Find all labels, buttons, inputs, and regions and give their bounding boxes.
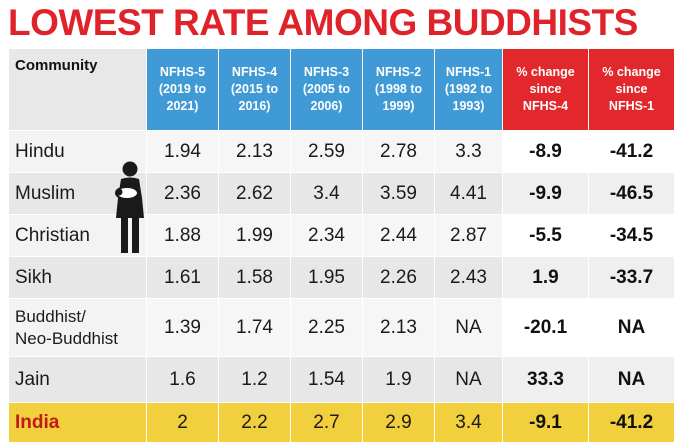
value-nfhs2: 1.9 — [362, 356, 435, 403]
table-row: Jain 1.6 1.2 1.54 1.9 NA 33.3 NA — [8, 356, 675, 403]
community-name: Sikh — [8, 256, 147, 299]
change-since-nfhs1: -41.2 — [588, 130, 675, 173]
value-nfhs2: 3.59 — [362, 172, 435, 215]
value-nfhs2: 2.44 — [362, 214, 435, 257]
value-nfhs1: 3.3 — [434, 130, 503, 173]
value-nfhs2: 2.9 — [362, 402, 435, 443]
community-name: Jain — [8, 356, 147, 403]
change-since-nfhs4: 33.3 — [502, 356, 589, 403]
change-since-nfhs4: -20.1 — [502, 298, 589, 357]
change-since-nfhs4: -5.5 — [502, 214, 589, 257]
table-row: Hindu 1.94 2.13 2.59 2.78 3.3 -8.9 -41.2 — [8, 130, 675, 173]
header-nfhs1: NFHS-1 (1992 to 1993) — [434, 48, 503, 131]
value-nfhs5: 1.94 — [146, 130, 219, 173]
value-nfhs2: 2.26 — [362, 256, 435, 299]
value-nfhs4: 1.58 — [218, 256, 291, 299]
header-row: Community NFHS-5 (2019 to 2021) NFHS-4 (… — [8, 48, 675, 131]
value-nfhs3: 2.59 — [290, 130, 363, 173]
value-nfhs4: 2.2 — [218, 402, 291, 443]
change-since-nfhs1: NA — [588, 298, 675, 357]
value-nfhs3: 3.4 — [290, 172, 363, 215]
community-name: Hindu — [8, 130, 147, 173]
community-name: Buddhist/ Neo-Buddhist — [8, 298, 147, 357]
table-row-india: India 2 2.2 2.7 2.9 3.4 -9.1 -41.2 — [8, 402, 675, 443]
value-nfhs1: 3.4 — [434, 402, 503, 443]
mother-holding-baby-icon — [115, 161, 144, 253]
value-nfhs3: 2.34 — [290, 214, 363, 257]
value-nfhs4: 1.74 — [218, 298, 291, 357]
value-nfhs4: 2.13 — [218, 130, 291, 173]
value-nfhs3: 2.25 — [290, 298, 363, 357]
change-since-nfhs1: -46.5 — [588, 172, 675, 215]
value-nfhs4: 1.2 — [218, 356, 291, 403]
change-since-nfhs4: -8.9 — [502, 130, 589, 173]
value-nfhs5: 1.61 — [146, 256, 219, 299]
value-nfhs4: 1.99 — [218, 214, 291, 257]
table-row: Muslim 2.36 2.62 3.4 3.59 4.41 -9.9 -46.… — [8, 172, 675, 215]
value-nfhs4: 2.62 — [218, 172, 291, 215]
header-nfhs2: NFHS-2 (1998 to 1999) — [362, 48, 435, 131]
value-nfhs5: 1.6 — [146, 356, 219, 403]
fertility-rate-table: Community NFHS-5 (2019 to 2021) NFHS-4 (… — [8, 48, 675, 443]
value-nfhs5: 1.39 — [146, 298, 219, 357]
value-nfhs1: NA — [434, 356, 503, 403]
header-community: Community — [8, 48, 147, 131]
header-nfhs4: NFHS-4 (2015 to 2016) — [218, 48, 291, 131]
change-since-nfhs1: NA — [588, 356, 675, 403]
value-nfhs1: 4.41 — [434, 172, 503, 215]
table-row: Sikh 1.61 1.58 1.95 2.26 2.43 1.9 -33.7 — [8, 256, 675, 299]
change-since-nfhs1: -34.5 — [588, 214, 675, 257]
value-nfhs2: 2.13 — [362, 298, 435, 357]
value-nfhs1: 2.87 — [434, 214, 503, 257]
page-title: LOWEST RATE AMONG BUDDHISTS — [8, 2, 638, 43]
change-since-nfhs1: -41.2 — [588, 402, 675, 443]
value-nfhs5: 2.36 — [146, 172, 219, 215]
table-row: Christian 1.88 1.99 2.34 2.44 2.87 -5.5 … — [8, 214, 675, 257]
value-nfhs1: 2.43 — [434, 256, 503, 299]
header-nfhs3: NFHS-3 (2005 to 2006) — [290, 48, 363, 131]
community-name: India — [8, 402, 147, 443]
header-change-since-nfhs1: % change since NFHS-1 — [588, 48, 675, 131]
value-nfhs3: 1.95 — [290, 256, 363, 299]
value-nfhs5: 1.88 — [146, 214, 219, 257]
table-row: Buddhist/ Neo-Buddhist 1.39 1.74 2.25 2.… — [8, 298, 675, 357]
change-since-nfhs4: 1.9 — [502, 256, 589, 299]
header-change-since-nfhs4: % change since NFHS-4 — [502, 48, 589, 131]
value-nfhs3: 1.54 — [290, 356, 363, 403]
value-nfhs3: 2.7 — [290, 402, 363, 443]
change-since-nfhs4: -9.9 — [502, 172, 589, 215]
change-since-nfhs1: -33.7 — [588, 256, 675, 299]
value-nfhs5: 2 — [146, 402, 219, 443]
header-nfhs5: NFHS-5 (2019 to 2021) — [146, 48, 219, 131]
value-nfhs2: 2.78 — [362, 130, 435, 173]
change-since-nfhs4: -9.1 — [502, 402, 589, 443]
value-nfhs1: NA — [434, 298, 503, 357]
